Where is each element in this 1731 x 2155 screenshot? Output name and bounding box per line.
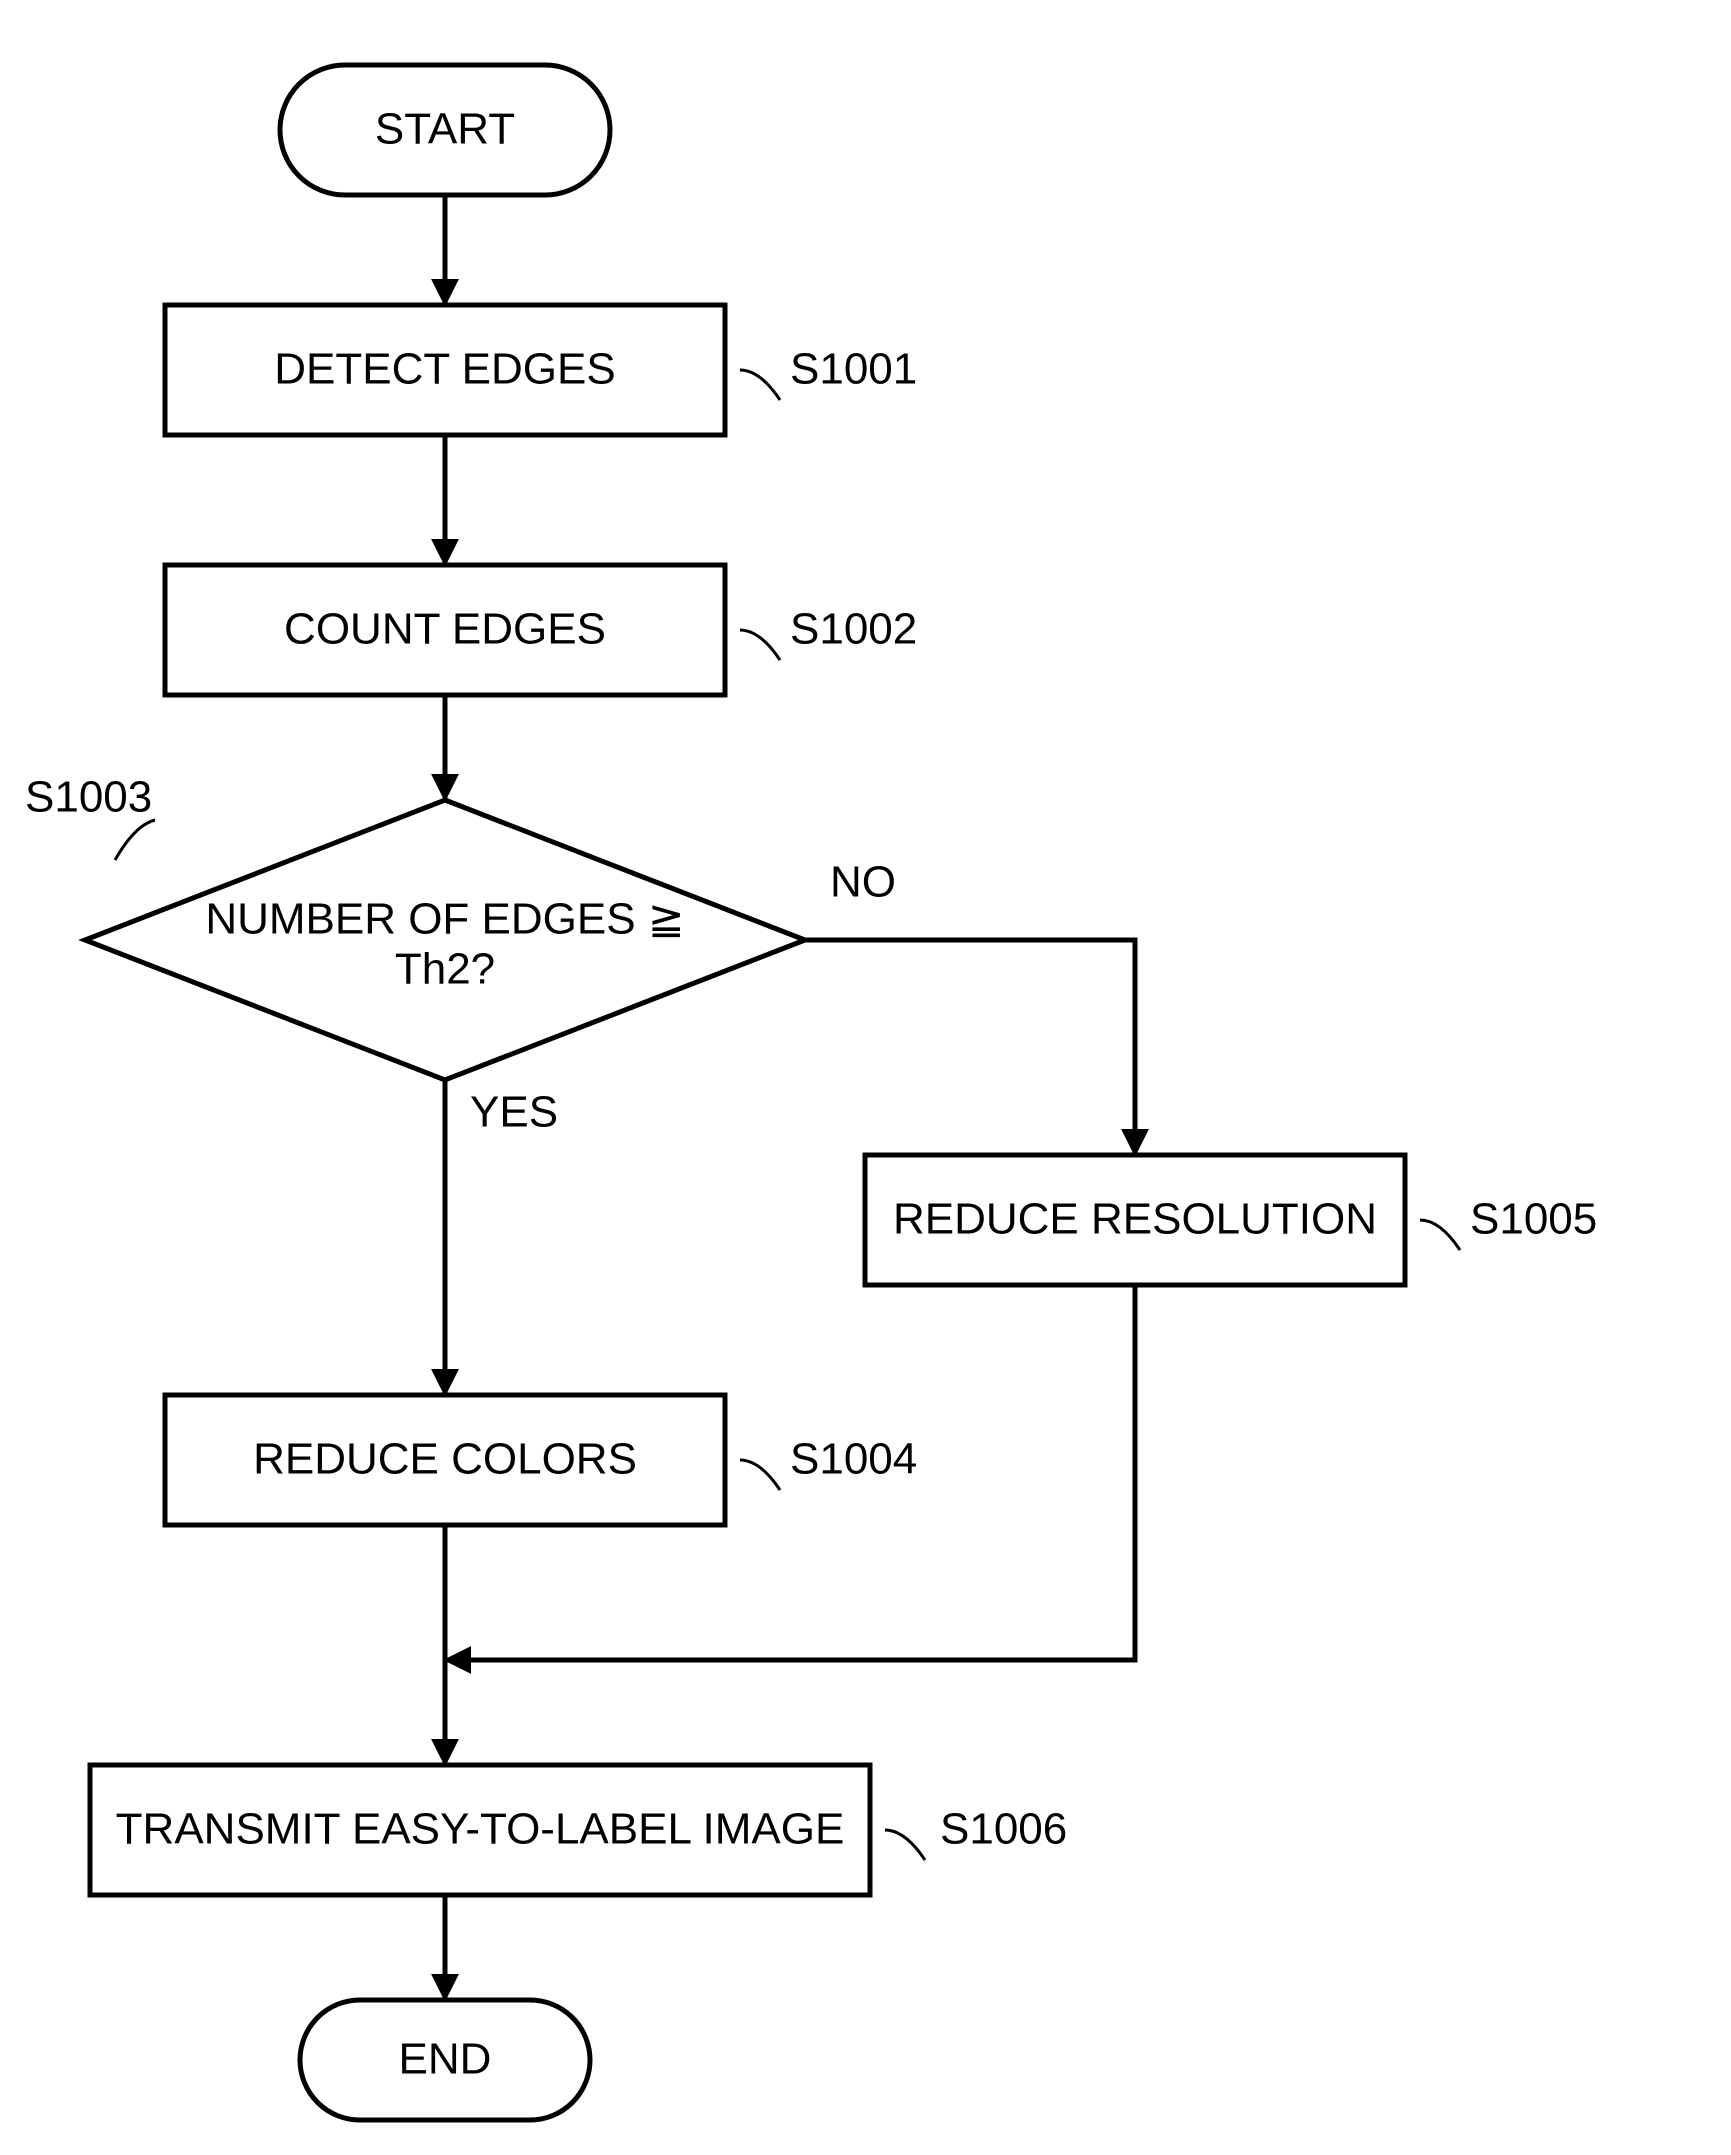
label-tick [115,820,155,860]
s1002-text: COUNT EDGES [284,605,606,654]
s1002-label: S1002 [790,605,917,654]
node-s1002: COUNT EDGES S1002 [165,565,917,695]
end-text: END [399,2035,492,2084]
label-tick [740,630,780,660]
s1004-label: S1004 [790,1435,917,1484]
start-text: START [375,105,515,154]
s1001-text: DETECT EDGES [274,345,615,394]
s1005-label: S1005 [1470,1195,1597,1244]
node-end: END [300,2000,590,2120]
flowchart: START DETECT EDGES S1001 COUNT EDGES S1002 NU… [0,0,1731,2155]
s1003-label: S1003 [25,773,152,822]
s1003-yes: YES [470,1088,558,1137]
edge-s1003-s1005 [805,940,1135,1155]
label-tick [740,1460,780,1490]
label-tick [740,370,780,400]
label-tick [885,1830,925,1860]
node-s1003: NUMBER OF EDGES ≧Th2? S1003 YES NO [25,773,896,1137]
node-s1005: REDUCE RESOLUTION S1005 [865,1155,1597,1285]
s1004-text: REDUCE COLORS [253,1435,637,1484]
label-tick [1420,1220,1460,1250]
node-start: START [280,65,610,195]
s1006-text: TRANSMIT EASY-TO-LABEL IMAGE [116,1805,845,1854]
node-s1004: REDUCE COLORS S1004 [165,1395,917,1525]
s1006-label: S1006 [940,1805,1067,1854]
s1003-text2: Th2? [395,945,495,994]
s1003-text1: NUMBER OF EDGES ≧ [205,895,684,944]
s1005-text: REDUCE RESOLUTION [893,1195,1377,1244]
node-s1006: TRANSMIT EASY-TO-LABEL IMAGE S1006 [90,1765,1067,1895]
s1003-no: NO [830,858,896,907]
node-s1001: DETECT EDGES S1001 [165,305,917,435]
s1001-label: S1001 [790,345,917,394]
